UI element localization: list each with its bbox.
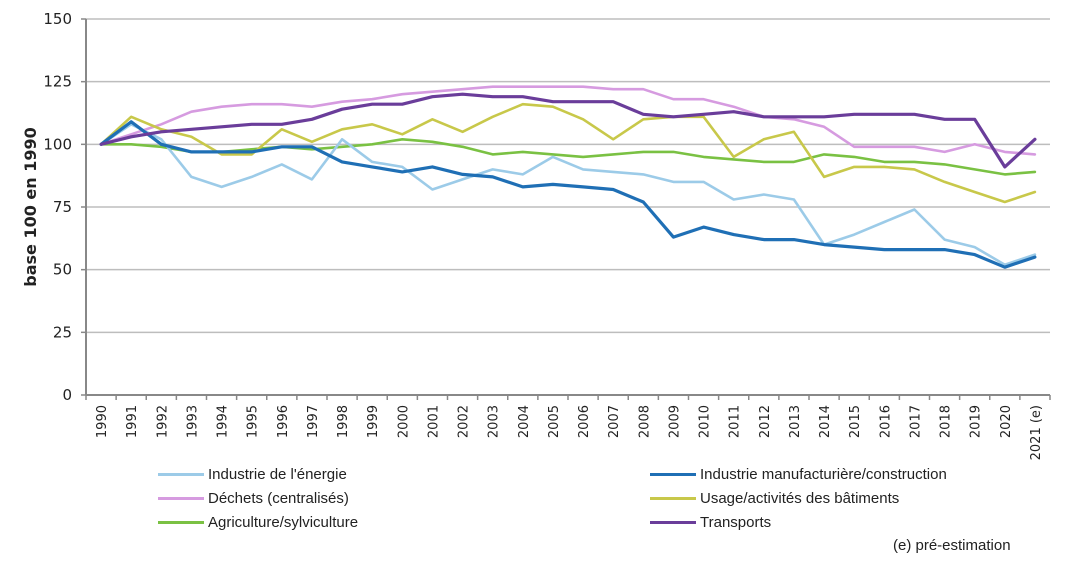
x-tick-label: 2009	[667, 405, 682, 438]
legend-swatch	[650, 473, 696, 476]
legend-label: Industrie de l'énergie	[208, 466, 347, 483]
y-tick-label: 100	[43, 135, 72, 153]
y-tick-label: 0	[62, 386, 72, 404]
legend-item-transports: Transports	[650, 514, 771, 531]
y-tick-label: 75	[53, 198, 72, 216]
y-tick-label: 50	[53, 261, 72, 279]
x-tick-label: 2005	[547, 405, 562, 438]
legend-item-dechets: Déchets (centralisés)	[158, 490, 349, 507]
x-tick-label: 1998	[336, 405, 351, 438]
x-tick-label: 2018	[939, 405, 954, 438]
x-tick-label: 2007	[607, 405, 622, 438]
x-tick-label: 2010	[698, 405, 713, 438]
x-tick-label: 2000	[396, 405, 411, 438]
x-tick-label: 2006	[577, 405, 592, 438]
x-tick-label: 1993	[185, 405, 200, 438]
series-line-2	[99, 85, 1037, 156]
x-tick-label: 2003	[487, 405, 502, 438]
x-tick-label: 2013	[788, 405, 803, 438]
series-line-0	[99, 123, 1037, 267]
legend-swatch	[158, 497, 204, 500]
x-tick-label: 1997	[306, 405, 321, 438]
x-tick-label: 2014	[818, 405, 833, 438]
legend-label: Usage/activités des bâtiments	[700, 490, 900, 507]
x-tick-label: 2002	[457, 405, 472, 438]
x-tick-label: 1990	[95, 405, 110, 438]
legend-item-manufacturiere: Industrie manufacturière/construction	[650, 466, 947, 483]
x-tick-label: 1994	[216, 405, 231, 438]
legend-swatch	[650, 497, 696, 500]
series-line-5	[99, 92, 1037, 169]
legend-swatch	[158, 521, 204, 524]
x-tick-label: 2021 (e)	[1029, 405, 1044, 460]
x-tick-label: 1991	[125, 405, 140, 438]
x-tick-label: 1995	[246, 405, 261, 438]
gridlines	[86, 18, 1050, 334]
x-tick-label: 2004	[517, 405, 532, 438]
x-tick-label: 2019	[969, 405, 984, 438]
x-tick-label: 2001	[426, 405, 441, 438]
x-tick-label: 2020	[999, 405, 1014, 438]
y-tick-label: 25	[53, 323, 72, 341]
x-tick-label: 1996	[276, 405, 291, 438]
x-tick-label: 2016	[878, 405, 893, 438]
x-tick-label: 2017	[908, 405, 923, 438]
legend-item-energie: Industrie de l'énergie	[158, 466, 347, 483]
legend-label: Déchets (centralisés)	[208, 490, 349, 507]
legend-label: Industrie manufacturière/construction	[700, 466, 947, 483]
series-line-1	[99, 120, 1037, 269]
legend-item-batiments: Usage/activités des bâtiments	[650, 490, 899, 507]
x-tick-label: 2015	[848, 405, 863, 438]
x-axis-ticks: 1990 1991 1992 1993 1994 1995 1996 1997 1998 1999…	[85, 395, 1051, 460]
legend-label: Transports	[700, 514, 772, 531]
y-tick-label: 150	[43, 10, 72, 28]
y-axis-label: base 100 en 1990	[21, 127, 40, 287]
legend-swatch	[158, 473, 204, 476]
y-tick-label: 125	[43, 73, 72, 91]
x-tick-label: 2012	[758, 405, 773, 438]
x-tick-label: 1999	[366, 405, 381, 438]
y-axis-ticks: 0 25 50 75 100 125 150	[43, 10, 86, 404]
series-lines	[99, 85, 1037, 269]
legend-item-agriculture: Agriculture/sylviculture	[158, 514, 358, 531]
legend-label: Agriculture/sylviculture	[208, 514, 359, 531]
legend-swatch	[650, 521, 696, 524]
x-tick-label: 1992	[155, 405, 170, 438]
footnote-pre-estimation: (e) pré-estimation	[893, 537, 1011, 554]
x-tick-label: 2011	[728, 405, 743, 438]
x-tick-label: 2008	[637, 405, 652, 438]
